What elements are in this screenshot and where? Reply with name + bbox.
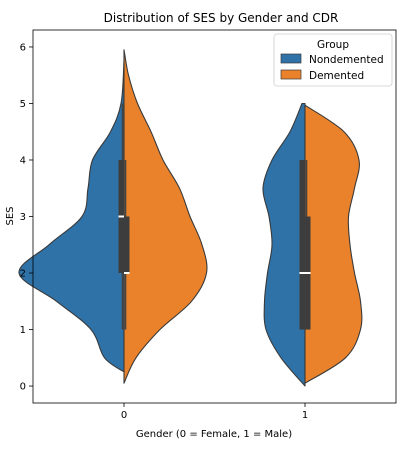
legend-label-demented: Demented [309, 70, 364, 82]
legend-title: Group [317, 39, 349, 51]
x-axis-label: Gender (0 = Female, 1 = Male) [136, 429, 292, 440]
violin-nondemented-1 [262, 102, 306, 387]
legend: Group Nondemented Demented [273, 33, 393, 87]
violin-nondemented-0 [18, 60, 125, 373]
x-tick-label-0: 0 [121, 410, 127, 421]
y-tick-label-0: 0 [20, 382, 26, 393]
plot-area [18, 49, 363, 387]
box-demented-0 [124, 216, 130, 274]
violin-demented-1 [304, 104, 363, 384]
legend-swatch-nondemented [280, 53, 302, 64]
y-axis: 0 1 2 3 4 5 6 [20, 42, 33, 393]
violin-demented-0 [123, 49, 208, 384]
x-tick-label-1: 1 [302, 410, 308, 421]
legend-frame [273, 33, 393, 87]
legend-swatch-demented [280, 69, 302, 80]
legend-label-nondemented: Nondemented [309, 54, 384, 66]
y-tick-label-1: 1 [20, 325, 26, 336]
y-tick-label-5: 5 [20, 99, 26, 110]
y-tick-label-6: 6 [20, 42, 26, 53]
y-tick-label-4: 4 [20, 155, 26, 166]
y-axis-label: SES [5, 206, 16, 225]
box-nondemented-1 [299, 159, 305, 330]
chart-title: Distribution of SES by Gender and CDR [104, 11, 339, 25]
y-tick-label-2: 2 [20, 269, 26, 280]
y-tick-label-3: 3 [20, 212, 26, 223]
